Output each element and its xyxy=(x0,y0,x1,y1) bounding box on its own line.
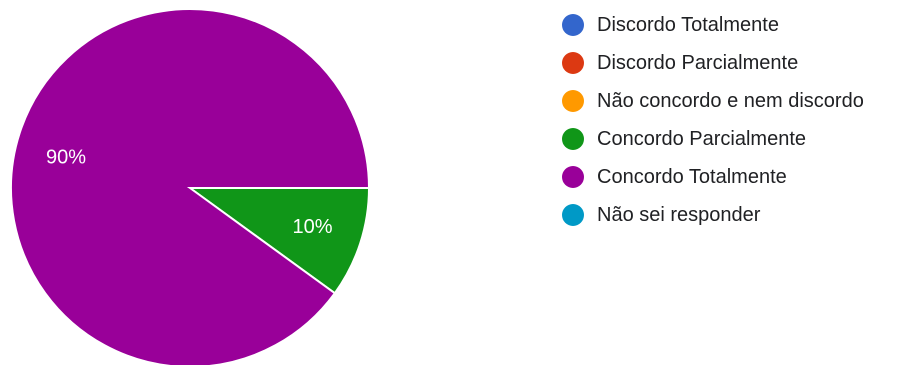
pie-slice-concordo-totalmente xyxy=(10,8,371,365)
legend-label: Concordo Totalmente xyxy=(597,165,787,188)
legend-item-concordo-totalmente: Concordo Totalmente xyxy=(562,158,864,196)
legend-item-concordo-parcialmente: Concordo Parcialmente xyxy=(562,120,864,158)
legend-swatch xyxy=(562,14,584,36)
pie-data-labels: 10% 90% xyxy=(46,146,333,238)
legend-swatch xyxy=(562,90,584,112)
legend-label: Concordo Parcialmente xyxy=(597,127,806,150)
legend-label: Discordo Parcialmente xyxy=(597,51,799,74)
legend: Discordo Totalmente Discordo Parcialmente… xyxy=(562,6,864,234)
legend-label: Discordo Totalmente xyxy=(597,13,779,36)
legend-swatch xyxy=(562,52,584,74)
legend-label: Não sei responder xyxy=(597,203,761,226)
legend-item-nao-concordo-e-nem-discordo: Não concordo e nem discordo xyxy=(562,82,864,120)
data-label-concordo-parcialmente: 10% xyxy=(293,216,333,238)
legend-label: Não concordo e nem discordo xyxy=(597,89,864,112)
legend-item-discordo-parcialmente: Discordo Parcialmente xyxy=(562,44,864,82)
legend-swatch xyxy=(562,204,584,226)
legend-swatch xyxy=(562,166,584,188)
pie-slices xyxy=(10,8,371,365)
legend-swatch xyxy=(562,128,584,150)
legend-item-discordo-totalmente: Discordo Totalmente xyxy=(562,6,864,44)
legend-item-nao-sei-responder: Não sei responder xyxy=(562,196,864,234)
pie-slice-concordo-parcialmente xyxy=(186,187,371,295)
data-label-concordo-totalmente: 90% xyxy=(46,146,86,168)
